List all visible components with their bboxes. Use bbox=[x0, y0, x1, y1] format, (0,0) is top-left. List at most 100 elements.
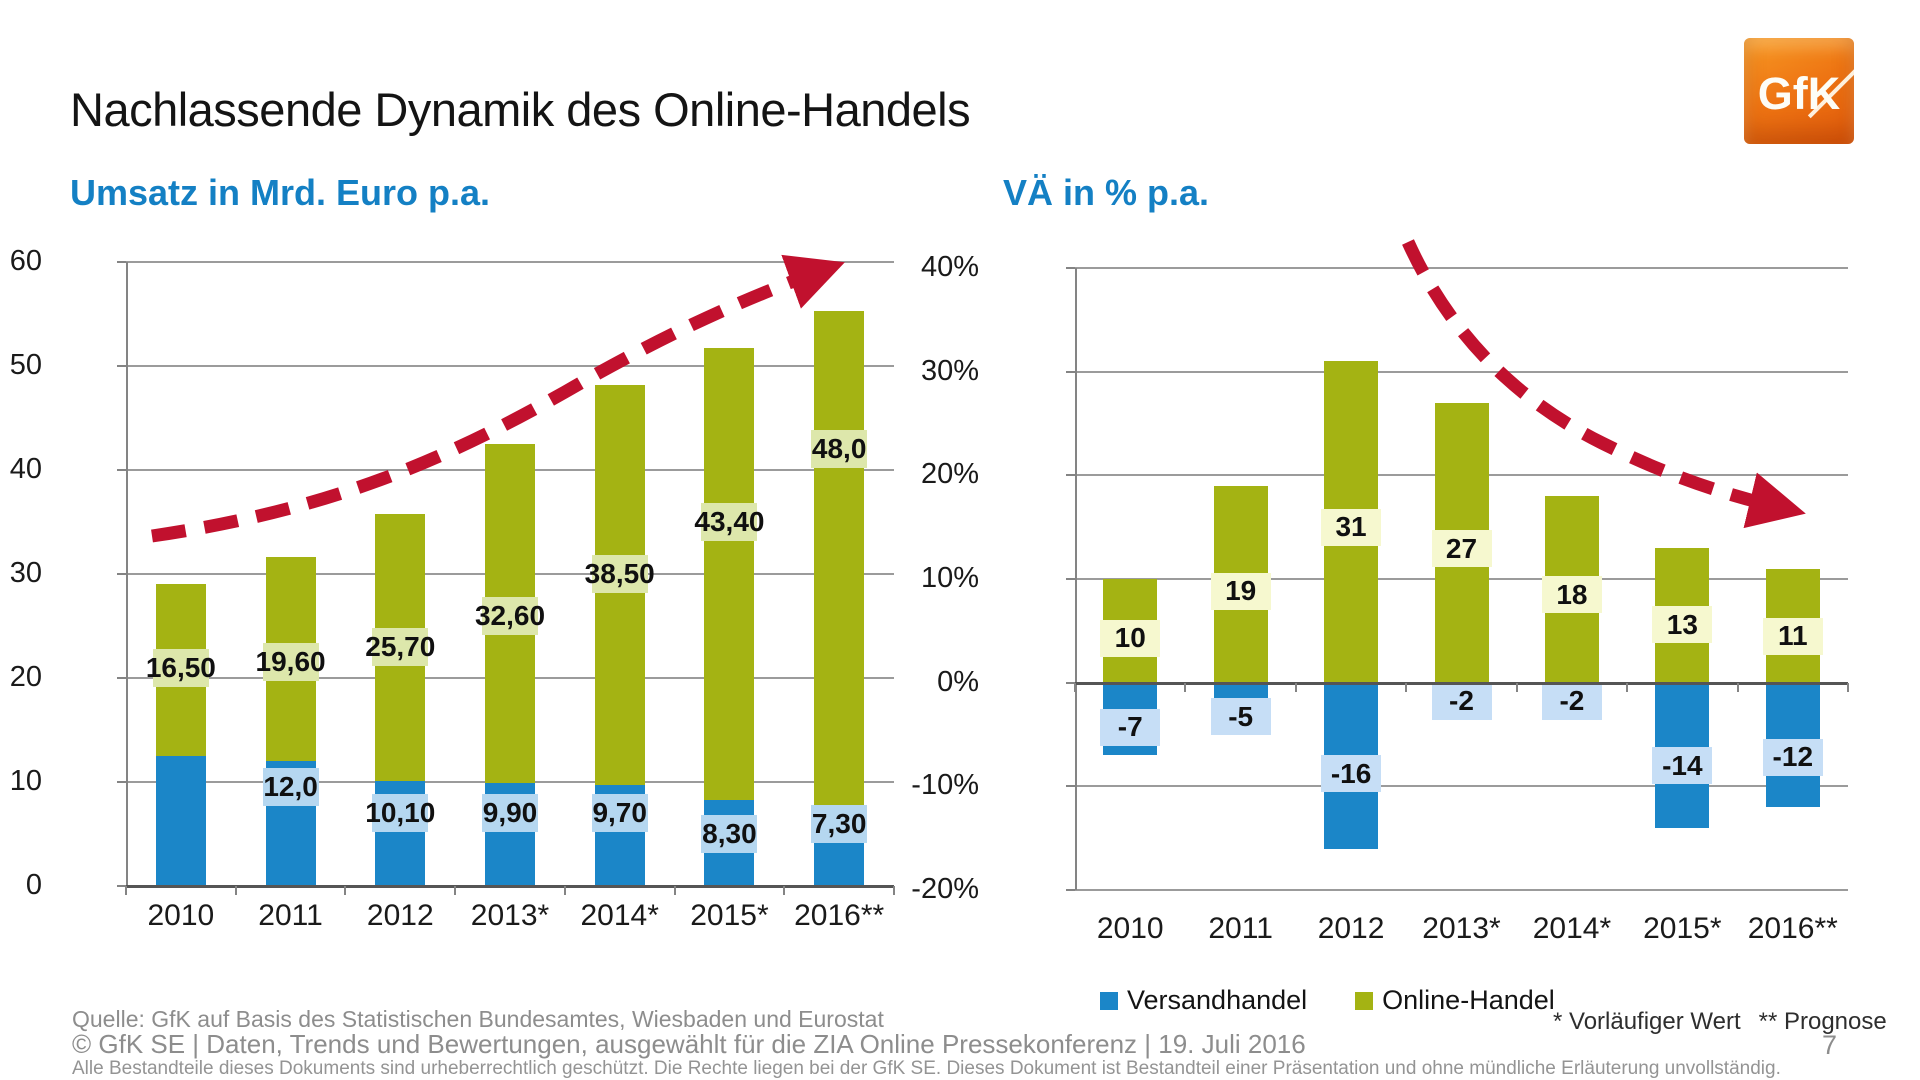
y-tick-mark bbox=[117, 573, 126, 575]
y-axis-label-umsatz: 60 bbox=[9, 245, 42, 277]
x-tick-mark bbox=[1847, 682, 1849, 692]
y-axis-label-vae: 40% bbox=[920, 251, 979, 283]
left-chart-heading: Umsatz in Mrd. Euro p.a. bbox=[70, 172, 491, 213]
bar-value-label-online-handel-2016**: 48,0 bbox=[811, 430, 868, 469]
footer-source-line: Quelle: GfK auf Basis des Statistischen … bbox=[72, 1006, 884, 1032]
y-tick-mark bbox=[117, 885, 126, 887]
legend-swatch-online-handel bbox=[1355, 991, 1374, 1010]
x-tick-mark bbox=[563, 886, 566, 895]
x-axis-label-2016**: 2016** bbox=[794, 899, 885, 932]
gridline-vae--10% bbox=[1075, 785, 1848, 788]
y-axis-label-umsatz: 30 bbox=[9, 557, 42, 589]
y-axis-line-umsatz bbox=[126, 262, 128, 886]
legend-label-versandhandel: Versandhandel bbox=[1127, 985, 1308, 1015]
bar-value-label-versandhandel-2012: -16 bbox=[1321, 755, 1382, 793]
bar-value-label-versandhandel-2010: -7 bbox=[1100, 708, 1161, 746]
legend-swatch-versandhandel bbox=[1100, 991, 1118, 1010]
x-axis-label-2011: 2011 bbox=[258, 899, 323, 932]
bar-segment-online-handel-2016** bbox=[814, 310, 865, 811]
y-tick-mark bbox=[117, 261, 126, 263]
x-tick-mark bbox=[783, 886, 786, 895]
y-axis-label-umsatz: 20 bbox=[9, 661, 42, 693]
gridline-vae-30% bbox=[1075, 370, 1848, 373]
bar-value-label-online-handel-2015*: 43,40 bbox=[694, 503, 764, 541]
y-axis-label-vae: -10% bbox=[911, 769, 979, 802]
y-axis-label-umsatz: 10 bbox=[9, 765, 42, 797]
x-tick-mark bbox=[1074, 682, 1076, 692]
x-axis-line-umsatz bbox=[126, 885, 894, 888]
x-tick-mark bbox=[1626, 682, 1629, 692]
y-tick-mark bbox=[1066, 370, 1075, 373]
x-tick-mark bbox=[1184, 682, 1187, 692]
y-tick-mark bbox=[1066, 681, 1075, 684]
bar-value-label-versandhandel-2011: -5 bbox=[1210, 698, 1271, 736]
y-axis-label-vae: 10% bbox=[920, 562, 979, 594]
bar-value-label-online-handel-2016**: 11 bbox=[1762, 617, 1823, 655]
footnote-markers: * Vorläufiger Wert ** Prognose bbox=[1553, 1008, 1887, 1036]
bar-value-label-versandhandel-2012: 10,10 bbox=[365, 794, 435, 833]
bar-value-label-online-handel-2013*: 32,60 bbox=[475, 596, 545, 635]
y-axis-label-umsatz: 0 bbox=[25, 869, 42, 901]
bar-value-label-versandhandel-2015*: -14 bbox=[1652, 747, 1713, 785]
bar-value-label-versandhandel-2014*: -2 bbox=[1541, 682, 1602, 720]
x-tick-mark bbox=[673, 886, 676, 895]
y-tick-mark bbox=[1066, 474, 1075, 477]
bar-value-label-versandhandel-2016**: 7,30 bbox=[811, 804, 868, 843]
footer-legal-line: Alle Bestandteile dieses Dokuments sind … bbox=[72, 1058, 1781, 1079]
slide-title: Nachlassende Dynamik des Online-Handels bbox=[70, 83, 971, 136]
x-axis-label-2015*: 2015* bbox=[1643, 912, 1722, 945]
footer-copyright-line: © GfK SE | Daten, Trends und Bewertungen… bbox=[72, 1029, 1306, 1059]
y-tick-mark bbox=[117, 469, 126, 471]
y-axis-line-vae bbox=[1075, 268, 1077, 890]
bar-value-label-versandhandel-2011: 12,0 bbox=[262, 768, 319, 807]
bar-value-label-online-handel-2014*: 18 bbox=[1541, 576, 1602, 614]
x-axis-label-2013*: 2013* bbox=[1422, 912, 1501, 945]
y-tick-mark bbox=[117, 677, 126, 679]
bar-value-label-online-handel-2011: 19 bbox=[1210, 572, 1271, 610]
y-axis-label-umsatz: 40 bbox=[9, 453, 42, 485]
page-number: 7 bbox=[1822, 1030, 1838, 1060]
x-tick-mark bbox=[1405, 682, 1408, 692]
bar-segment-versandhandel-2010 bbox=[155, 756, 206, 886]
bar-value-label-online-handel-2010: 10 bbox=[1100, 619, 1161, 657]
bar-value-label-online-handel-2010: 16,50 bbox=[146, 648, 216, 687]
x-axis-line-vae bbox=[1075, 681, 1848, 685]
y-axis-label-vae: -20% bbox=[911, 873, 979, 905]
x-axis-label-2014*: 2014* bbox=[1532, 912, 1612, 945]
bar-value-label-versandhandel-2014*: 9,70 bbox=[591, 794, 648, 833]
gfk-logo: GfK bbox=[1744, 38, 1854, 144]
bar-value-label-online-handel-2014*: 38,50 bbox=[585, 555, 655, 593]
x-tick-mark bbox=[454, 886, 457, 895]
bar-value-label-online-handel-2013*: 27 bbox=[1431, 530, 1492, 568]
y-tick-mark bbox=[1066, 785, 1075, 788]
gridline-vae--20% bbox=[1075, 889, 1848, 891]
x-tick-mark bbox=[234, 886, 237, 895]
x-axis-label-2015*: 2015* bbox=[690, 899, 769, 932]
bar-value-label-online-handel-2012: 31 bbox=[1321, 508, 1382, 546]
legend-label-online-handel: Online-Handel bbox=[1382, 985, 1555, 1015]
x-axis-label-2010: 2010 bbox=[147, 899, 215, 932]
x-tick-mark bbox=[344, 886, 347, 895]
y-axis-label-umsatz: 50 bbox=[9, 349, 42, 381]
x-axis-label-2016**: 2016** bbox=[1747, 912, 1838, 945]
gridline-umsatz-60 bbox=[126, 261, 894, 263]
x-axis-label-2010: 2010 bbox=[1096, 912, 1164, 945]
bar-value-label-online-handel-2011: 19,60 bbox=[256, 643, 326, 682]
chart-legend: Versandhandel Online-Handel bbox=[1100, 985, 1555, 1016]
bar-value-label-online-handel-2015*: 13 bbox=[1652, 606, 1713, 644]
x-axis-label-2014*: 2014* bbox=[580, 899, 659, 932]
bar-segment-online-handel-2015* bbox=[704, 348, 755, 800]
bar-value-label-versandhandel-2015*: 8,30 bbox=[701, 815, 758, 853]
legend-item-online-handel: Online-Handel bbox=[1355, 985, 1555, 1016]
x-tick-mark bbox=[893, 886, 895, 895]
x-tick-mark bbox=[1294, 682, 1297, 692]
y-tick-mark bbox=[1066, 889, 1075, 891]
right-chart-heading: VÄ in % p.a. bbox=[1003, 172, 1210, 213]
x-tick-mark bbox=[125, 886, 127, 895]
bar-value-label-online-handel-2012: 25,70 bbox=[365, 627, 435, 666]
x-tick-mark bbox=[1736, 682, 1739, 692]
footnote-prognose: ** Prognose bbox=[1758, 1008, 1887, 1035]
bar-value-label-versandhandel-2013*: 9,90 bbox=[482, 794, 538, 833]
y-tick-mark bbox=[1066, 578, 1075, 580]
